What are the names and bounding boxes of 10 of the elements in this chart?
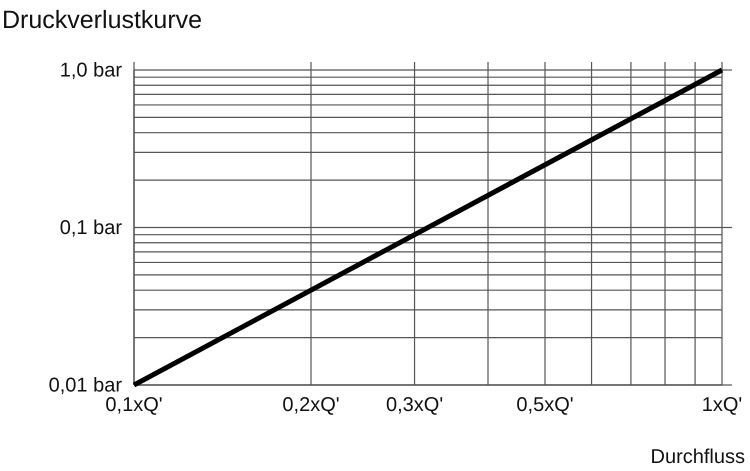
- x-tick-label: 0,5xQ': [516, 394, 574, 416]
- y-tick-label: 0,1 bar: [60, 216, 122, 239]
- x-tick-label: 0,1xQ': [105, 394, 163, 416]
- y-tick-label: 0,01 bar: [48, 374, 122, 396]
- chart-title: Druckverlustkurve: [2, 6, 202, 34]
- x-tick-label: 0,2xQ': [282, 394, 340, 416]
- x-tick-label: 0,3xQ': [386, 394, 444, 416]
- x-tick-label: 1xQ': [702, 394, 742, 416]
- y-tick-label: 1,0 bar: [60, 59, 122, 82]
- x-axis-title: Durchfluss: [650, 446, 745, 468]
